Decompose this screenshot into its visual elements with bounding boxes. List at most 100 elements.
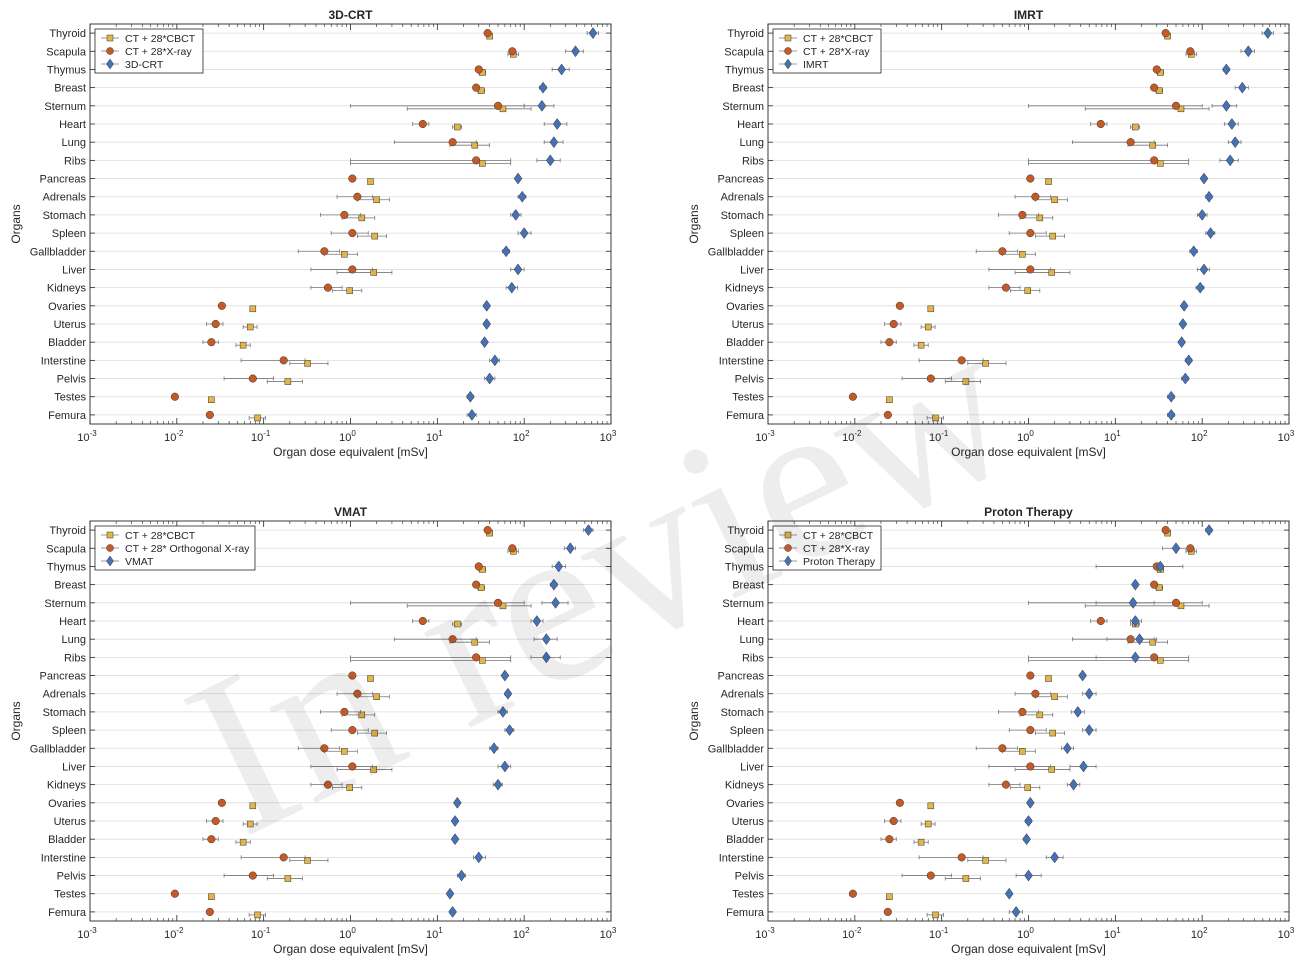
y-tick-label: Gallbladder [708,743,765,755]
legend-marker-circle [784,544,792,552]
x-tick-label: 10-1 [251,926,271,941]
data-point-circle [323,283,333,292]
data-point-square [454,620,461,628]
legend-label: CT + 28*CBCT [803,530,874,542]
y-tick-label: Stomach [721,210,764,222]
data-point-circle [472,580,481,589]
y-tick-label: Pelvis [57,871,87,883]
data-point-square [962,875,970,882]
data-point-circle [1026,265,1035,274]
data-point-circle [211,816,220,826]
data-point-diamond [552,118,562,130]
data-point-diamond [445,887,455,900]
y-tick-label: Kidneys [47,283,87,295]
data-point-diamond [1204,190,1214,203]
y-axis-label: Organs [687,701,701,740]
y-tick-label: Ribs [742,155,765,167]
data-point-circle [1001,283,1011,292]
data-point-diamond [1178,318,1188,330]
x-tick-label: 100 [339,926,356,941]
chart-panel-1: 10-3 10-2 10-1 100 101 102 103 Thyroid Scapula Th… [9,8,617,459]
data-point-circle [895,798,904,807]
y-tick-label: Heart [59,119,86,131]
data-point-diamond [482,299,491,312]
y-tick-label: Thyroid [727,28,764,40]
legend-marker-square [106,34,114,42]
data-point-square [454,123,461,131]
data-point-diamond [1156,560,1165,573]
data-point-diamond [1225,154,1235,167]
legend-label: CT + 28*X-ray [125,46,192,58]
data-point-diamond [1177,336,1186,349]
data-point-diamond [493,778,503,791]
series-square [208,32,532,422]
data-point-square [471,638,479,646]
data-point-diamond [1084,687,1094,700]
y-tick-label: Adrenals [721,689,765,701]
data-point-square [1157,657,1164,664]
data-point-square [246,323,254,331]
plot-area [90,521,611,921]
data-point-square [208,396,215,403]
data-point-diamond [549,578,559,591]
legend-marker-diamond [784,58,792,70]
data-point-diamond [505,724,514,737]
y-tick-label: Scapula [724,543,765,555]
data-point-circle [448,138,457,147]
data-point-circle [448,635,457,644]
data-point-diamond [545,154,555,167]
data-point-square [246,820,254,828]
data-point-diamond [1073,705,1083,718]
x-tick-label: 103 [600,926,617,941]
data-point-square [1036,214,1044,222]
data-point-square [373,196,380,203]
data-point-circle [248,871,257,880]
data-point-circle [1018,210,1027,219]
chart-panel-3: 10-3 10-2 10-1 100 101 102 103 Thyroid Scapula Th… [9,505,617,956]
data-point-square [917,341,925,349]
x-tick-label: 10-1 [251,429,271,444]
data-point-diamond [450,833,460,846]
data-point-diamond [1063,742,1072,755]
y-tick-label: Uterus [54,816,87,828]
data-point-square [239,838,247,846]
data-point-diamond [1011,905,1021,918]
data-point-square [932,911,939,919]
data-point-diamond [1189,245,1199,258]
data-point-circle [1026,174,1035,183]
x-axis-label: Organ dose equivalent [mSv] [273,445,428,459]
series-diamond [445,524,594,918]
data-point-diamond [1131,651,1140,664]
y-tick-label: Uterus [54,319,87,331]
data-point-square [1036,711,1044,719]
y-tick-label: Bladder [726,337,764,349]
data-point-square [371,729,378,737]
y-tick-label: Thymus [47,64,87,76]
data-point-circle [1026,229,1035,238]
data-point-square [1157,160,1164,167]
data-point-circle [926,374,935,383]
legend-box [94,525,256,571]
data-point-diamond [482,318,491,330]
y-tick-label: Ovaries [48,798,86,810]
data-point-circle [483,29,492,38]
data-point-square [346,287,353,294]
legend-marker-square [784,531,792,539]
y-tick-label: Thymus [47,561,87,573]
data-point-square [341,748,348,755]
data-point-circle [957,356,966,365]
y-tick-label: Ovaries [726,798,764,810]
y-tick-label: Femura [726,907,765,919]
data-point-diamond [1050,851,1059,864]
y-tick-label: Pancreas [718,174,765,186]
y-tick-label: Breast [54,83,86,95]
data-point-diamond [467,408,477,421]
y-tick-label: Interstine [719,355,764,367]
y-tick-label: Interstine [719,852,764,864]
x-tick-label: 10-3 [77,926,97,941]
data-point-circle [217,798,226,807]
data-point-diamond [1004,887,1014,900]
data-point-diamond [1131,578,1140,591]
data-point-circle [885,835,894,844]
